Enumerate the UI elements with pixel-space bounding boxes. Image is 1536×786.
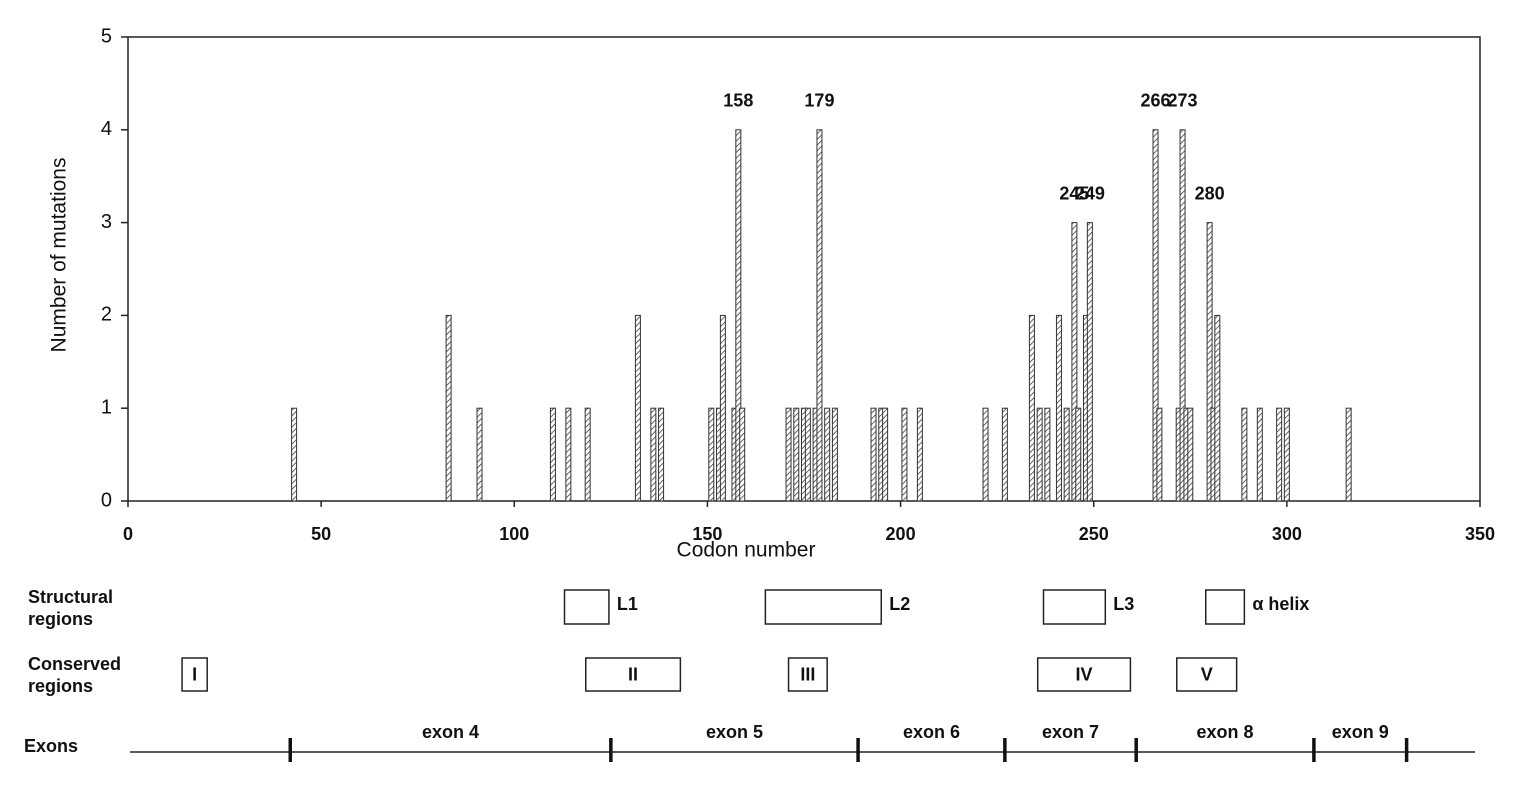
peak-label: 280 xyxy=(1195,183,1225,203)
bar xyxy=(476,407,483,502)
bar xyxy=(1086,222,1093,502)
x-tick-label: 350 xyxy=(1465,524,1495,544)
bar xyxy=(658,407,665,502)
bar xyxy=(793,407,800,502)
bar xyxy=(1187,407,1194,502)
bar xyxy=(785,407,792,502)
bar xyxy=(565,407,572,502)
peak-label: 266 xyxy=(1140,91,1170,111)
bar xyxy=(816,129,823,502)
y-tick-label: 1 xyxy=(101,396,112,418)
region-label: V xyxy=(1201,664,1213,684)
y-tick-label: 4 xyxy=(101,118,112,140)
bar xyxy=(719,314,726,502)
x-tick-label: 200 xyxy=(886,524,916,544)
bar xyxy=(1156,407,1163,502)
region-label: L1 xyxy=(617,594,638,614)
region-label: L2 xyxy=(889,594,910,614)
peak-label: 249 xyxy=(1075,183,1105,203)
x-axis-label: Codon number xyxy=(677,539,816,562)
region-box xyxy=(1042,589,1107,625)
bar xyxy=(882,407,889,502)
bar xyxy=(1044,407,1051,502)
bar xyxy=(1283,407,1290,502)
bar xyxy=(1028,314,1035,502)
bar xyxy=(1055,314,1062,502)
x-tick-label: 300 xyxy=(1272,524,1302,544)
bar xyxy=(1256,407,1263,502)
bar xyxy=(549,407,556,502)
bar xyxy=(1063,407,1070,502)
structural-title: Structural regions xyxy=(28,587,114,629)
region-label: I xyxy=(192,664,197,684)
region-box xyxy=(787,657,828,692)
exons-title: Exons xyxy=(24,736,79,756)
region-box xyxy=(563,589,610,625)
bar xyxy=(650,407,657,502)
bar xyxy=(1214,314,1221,502)
bar xyxy=(831,407,838,502)
region-label: II xyxy=(628,664,638,684)
exon-label: exon 4 xyxy=(422,722,479,742)
conserved-title: Conserved regions xyxy=(28,654,122,696)
peak-label: 245 xyxy=(1059,183,1089,203)
x-tick-label: 50 xyxy=(311,524,331,544)
exon-label: exon 9 xyxy=(1332,722,1389,742)
x-tick-label: 150 xyxy=(692,524,722,544)
region-box xyxy=(1204,589,1246,625)
bar xyxy=(1345,407,1352,502)
region-box xyxy=(181,657,208,692)
bar xyxy=(739,407,746,502)
peak-label: 158 xyxy=(723,91,753,111)
bar xyxy=(445,314,452,502)
peak-label: 179 xyxy=(804,91,834,111)
bar xyxy=(1241,407,1248,502)
region-box xyxy=(1036,657,1132,692)
bar xyxy=(735,129,742,502)
y-tick-label: 0 xyxy=(101,489,112,511)
y-tick-label: 2 xyxy=(101,304,112,326)
bar xyxy=(1036,407,1043,502)
region-box xyxy=(764,589,883,625)
peak-label: 273 xyxy=(1168,91,1198,111)
region-label: L3 xyxy=(1113,594,1134,614)
bar xyxy=(824,407,831,502)
region-label: III xyxy=(800,664,815,684)
y-tick-label: 3 xyxy=(101,211,112,233)
bar xyxy=(708,407,715,502)
bar xyxy=(1001,407,1008,502)
region-box xyxy=(584,657,682,692)
region-label: α helix xyxy=(1252,594,1309,614)
bar xyxy=(291,407,298,502)
exon-label: exon 6 xyxy=(903,722,960,742)
exon-label: exon 8 xyxy=(1197,722,1254,742)
y-tick-label: 5 xyxy=(101,25,112,47)
bar xyxy=(870,407,877,502)
exon-label: exon 7 xyxy=(1042,722,1099,742)
bar xyxy=(584,407,591,502)
bar xyxy=(982,407,989,502)
bar xyxy=(1071,222,1078,502)
y-axis-label: Number of mutations xyxy=(48,158,71,353)
x-tick-label: 250 xyxy=(1079,524,1109,544)
x-tick-label: 0 xyxy=(123,524,133,544)
bar xyxy=(634,314,641,502)
x-tick-label: 100 xyxy=(499,524,529,544)
bar xyxy=(916,407,923,502)
bar xyxy=(1276,407,1283,502)
bar xyxy=(804,407,811,502)
bar xyxy=(1179,129,1186,502)
bar xyxy=(901,407,908,502)
region-label: IV xyxy=(1076,664,1093,684)
exon-label: exon 5 xyxy=(706,722,763,742)
bar xyxy=(1206,222,1213,502)
region-box xyxy=(1176,657,1238,692)
bar xyxy=(1075,407,1082,502)
bar xyxy=(1152,129,1159,502)
